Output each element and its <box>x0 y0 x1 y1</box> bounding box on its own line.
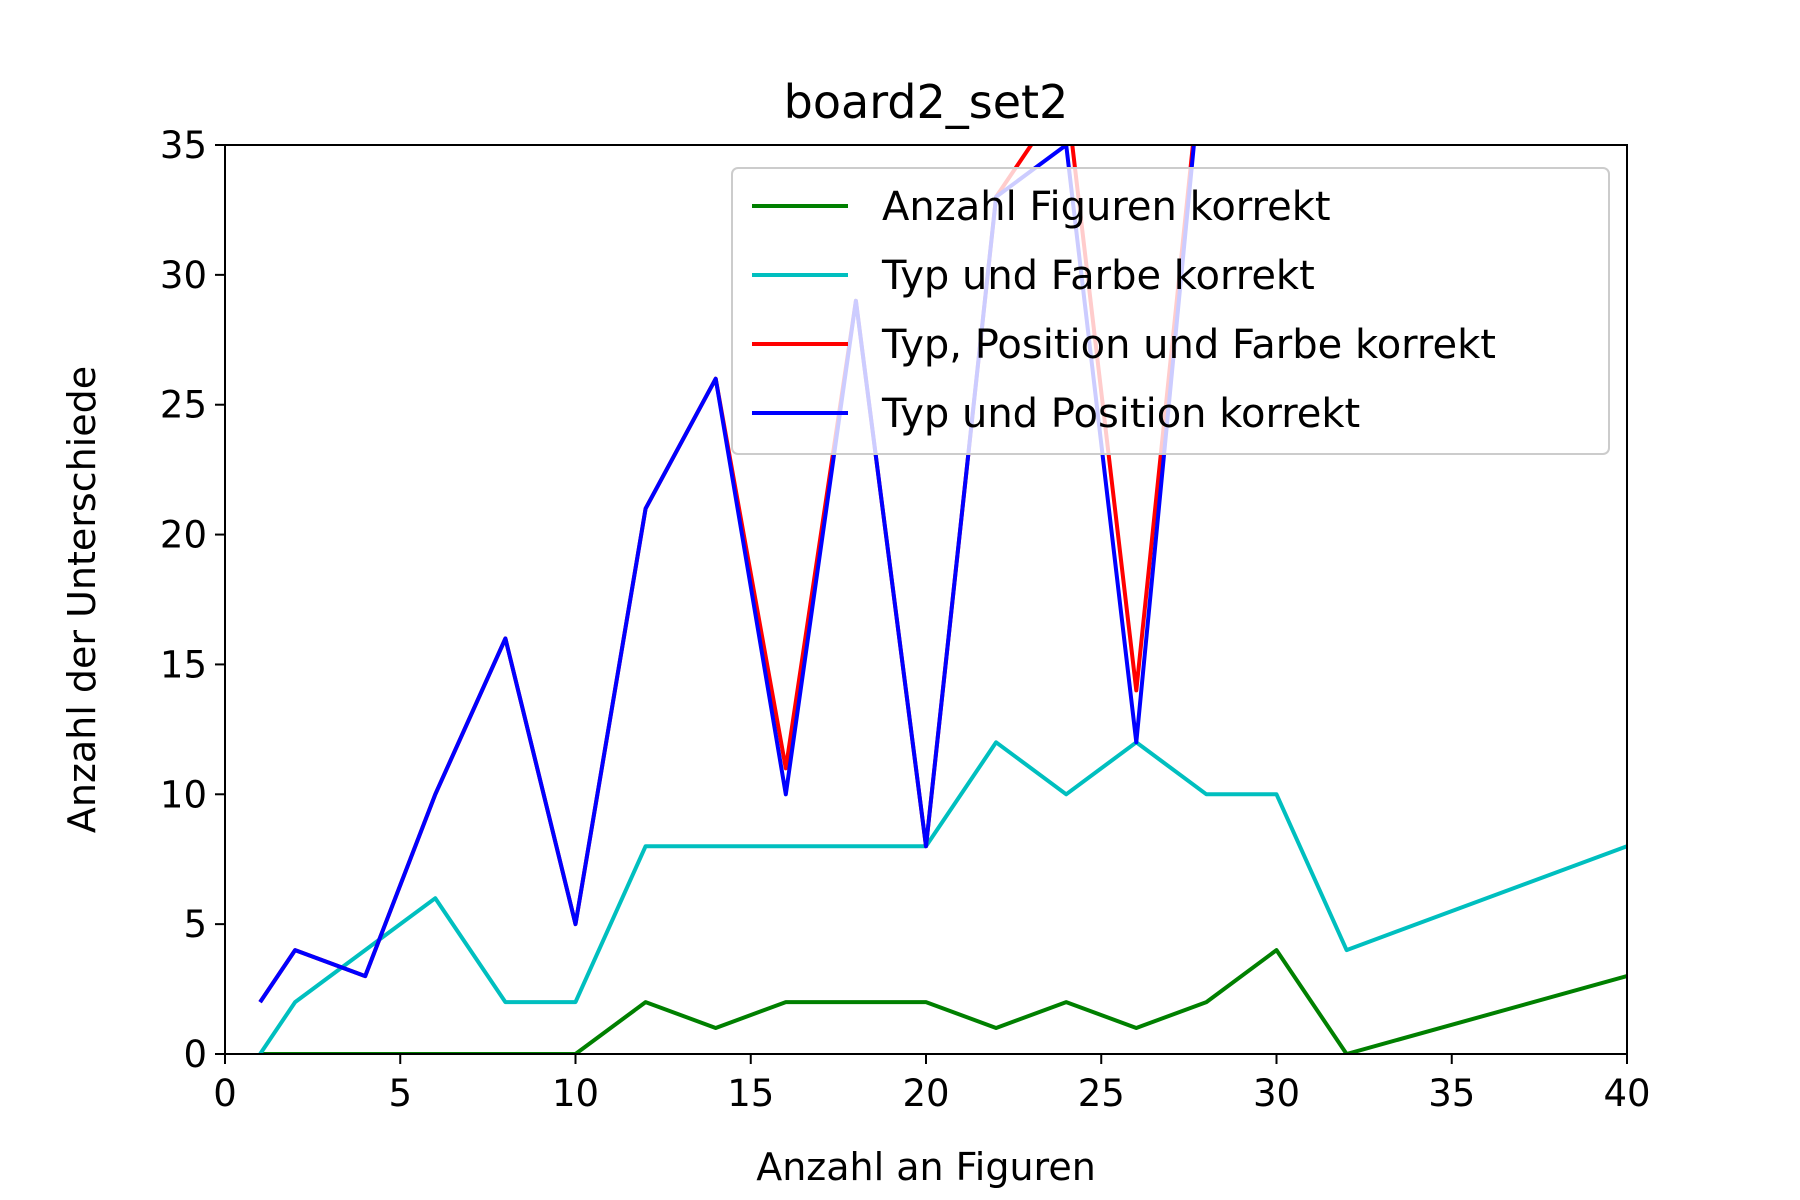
legend-label-4: Typ und Position korrekt <box>881 391 1360 437</box>
x-tick-label: 0 <box>213 1072 237 1115</box>
y-tick-label: 35 <box>160 124 207 167</box>
y-tick-label: 10 <box>160 773 207 816</box>
chart-title: board2_set2 <box>784 75 1069 129</box>
legend-label-3: Typ, Position und Farbe korrekt <box>881 322 1496 368</box>
x-tick-label: 20 <box>902 1072 949 1115</box>
y-tick-label: 5 <box>183 903 207 946</box>
x-tick-label: 40 <box>1603 1072 1650 1115</box>
legend-box <box>731 167 1610 455</box>
x-tick-label: 10 <box>552 1072 599 1115</box>
series-layer <box>258 145 1627 1054</box>
series-line-1 <box>260 948 1627 1054</box>
y-tick-label: 15 <box>160 643 207 686</box>
y-tick-label: 20 <box>160 514 207 557</box>
x-axis-label: Anzahl an Figuren <box>756 1145 1096 1189</box>
legend-label-2: Typ und Farbe korrekt <box>881 253 1315 299</box>
y-tick-label: 30 <box>160 254 207 297</box>
axis-ticks: 0 5 10 15 20 25 30 35 40 0 5 10 15 20 25 30 35 <box>160 124 1651 1115</box>
legend: Anzahl Figuren korrekt Typ und Farbe korr… <box>731 167 1610 455</box>
series-line-4 <box>258 145 1196 1004</box>
series-line-2 <box>258 740 1627 1054</box>
y-axis-label: Anzahl der Unterschiede <box>60 366 104 833</box>
x-tick-label: 35 <box>1428 1072 1475 1115</box>
legend-label-1: Anzahl Figuren korrekt <box>882 184 1331 230</box>
y-tick-label: 25 <box>160 384 207 427</box>
x-tick-label: 15 <box>727 1072 774 1115</box>
x-tick-label: 25 <box>1078 1072 1125 1115</box>
y-tick-label: 0 <box>183 1033 207 1076</box>
x-tick-label: 5 <box>388 1072 412 1115</box>
x-tick-label: 30 <box>1253 1072 1300 1115</box>
